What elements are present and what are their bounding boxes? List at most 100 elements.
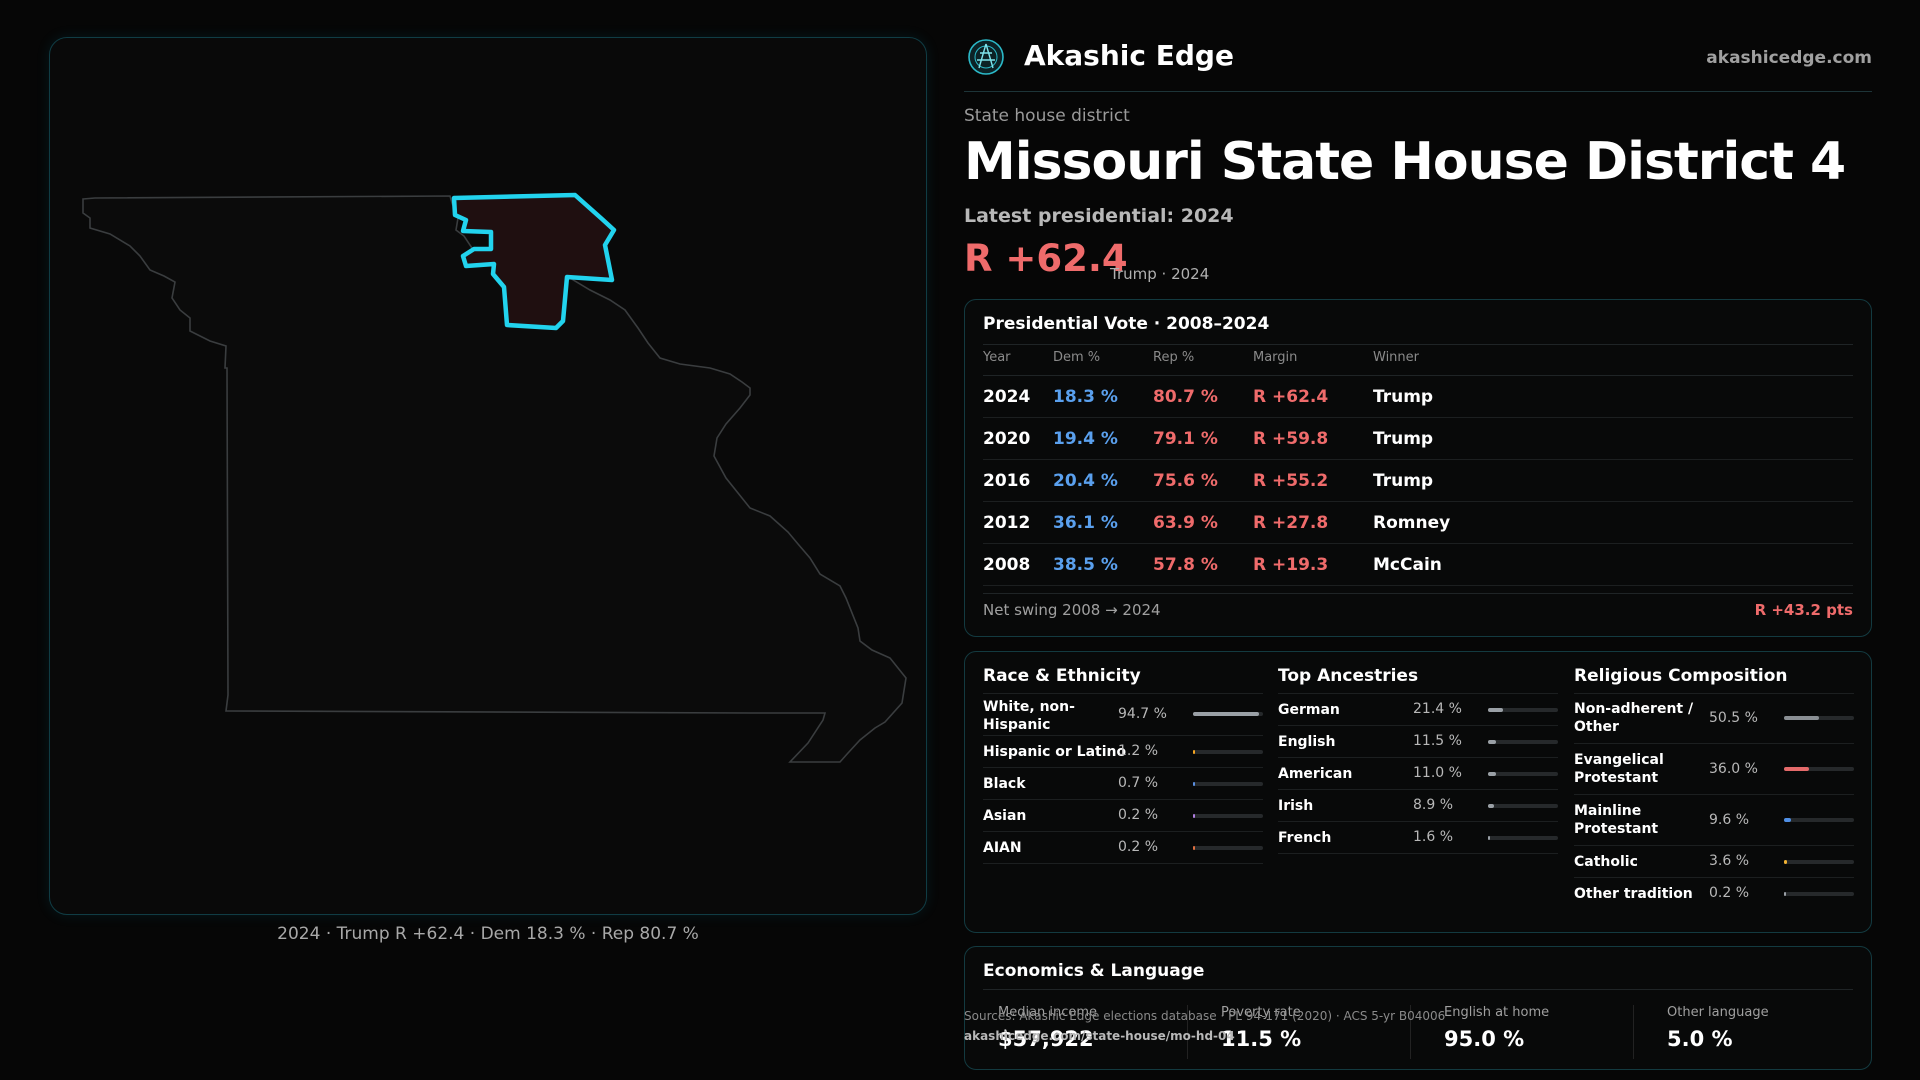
item-label: Irish xyxy=(1278,798,1314,814)
row-margin: R +19.3 xyxy=(1253,555,1329,575)
race-column: Race & Ethnicity White, non-Hispanic 94.… xyxy=(983,666,1263,864)
list-item[interactable]: American 11.0 % xyxy=(1278,758,1558,790)
row-margin: R +27.8 xyxy=(1253,513,1329,533)
divider xyxy=(983,593,1853,594)
ancestry-column: Top Ancestries German 21.4 % English 11.… xyxy=(1278,666,1558,854)
item-bar xyxy=(1784,860,1854,864)
list-item[interactable]: Hispanic or Latino 1.2 % xyxy=(983,736,1263,768)
race-title: Race & Ethnicity xyxy=(983,666,1263,694)
item-label: White, non-Hispanic xyxy=(983,699,1075,733)
latest-margin: R +62.4 xyxy=(964,237,1128,280)
map-caption: 2024 · Trump R +62.4 · Dem 18.3 % · Rep … xyxy=(277,924,699,944)
item-label: American xyxy=(1278,766,1353,782)
col-header-winner: Winner xyxy=(1373,350,1420,365)
stat-value: 5.0 % xyxy=(1667,1027,1733,1051)
site-link[interactable]: akashicedge.com xyxy=(1706,48,1872,68)
list-item[interactable]: White, non-Hispanic 94.7 % xyxy=(983,694,1263,736)
demographics-card: Race & Ethnicity White, non-Hispanic 94.… xyxy=(964,651,1872,933)
row-year: 2024 xyxy=(983,387,1031,407)
table-row[interactable]: 2024 18.3 % 80.7 % R +62.4 Trump xyxy=(983,376,1853,418)
row-winner: Trump xyxy=(1373,471,1434,491)
divider xyxy=(983,344,1853,345)
item-bar xyxy=(1784,716,1854,720)
list-item[interactable]: Non-adherent / Other 50.5 % xyxy=(1574,694,1854,744)
item-label: Asian xyxy=(983,808,1027,824)
col-header-dem: Dem % xyxy=(1053,350,1101,365)
akashic-edge-logo-icon[interactable] xyxy=(967,38,1005,76)
list-item[interactable]: Irish 8.9 % xyxy=(1278,790,1558,822)
stat-value: 95.0 % xyxy=(1444,1027,1525,1051)
list-item[interactable]: Evangelical Protestant 36.0 % xyxy=(1574,744,1854,795)
presidential-card-title: Presidential Vote · 2008–2024 xyxy=(983,314,1270,334)
stat-label: Other language xyxy=(1667,1005,1769,1020)
stat-value: 11.5 % xyxy=(1221,1027,1302,1051)
row-winner: McCain xyxy=(1373,555,1442,575)
item-value: 1.6 % xyxy=(1413,829,1454,845)
item-bar xyxy=(1784,767,1854,771)
item-value: 1.2 % xyxy=(1118,743,1159,759)
item-bar xyxy=(1193,814,1263,818)
item-value: 0.2 % xyxy=(1118,839,1159,855)
item-value: 8.9 % xyxy=(1413,797,1454,813)
latest-margin-sub: Trump · 2024 xyxy=(1110,265,1210,283)
table-row[interactable]: 2008 38.5 % 57.8 % R +19.3 McCain xyxy=(983,544,1853,586)
stat-label: Poverty rate xyxy=(1221,1005,1301,1020)
religion-title: Religious Composition xyxy=(1574,666,1854,694)
divider xyxy=(983,375,1853,376)
table-row[interactable]: 2012 36.1 % 63.9 % R +27.8 Romney xyxy=(983,502,1853,544)
row-year: 2020 xyxy=(983,429,1031,449)
list-item[interactable]: French 1.6 % xyxy=(1278,822,1558,854)
page-title: Missouri State House District 4 xyxy=(964,132,1846,192)
list-item[interactable]: English 11.5 % xyxy=(1278,726,1558,758)
item-value: 36.0 % xyxy=(1709,761,1758,777)
item-value: 50.5 % xyxy=(1709,710,1758,726)
item-bar xyxy=(1193,782,1263,786)
header: Akashic Edge akashicedge.com xyxy=(964,36,1872,92)
table-row[interactable]: 2016 20.4 % 75.6 % R +55.2 Trump xyxy=(983,460,1853,502)
list-item[interactable]: AIAN 0.2 % xyxy=(983,832,1263,864)
source-footer: Sources: Akashic Edge elections database… xyxy=(964,1006,1445,1046)
row-rep: 79.1 % xyxy=(1153,429,1218,449)
row-winner: Trump xyxy=(1373,387,1434,407)
list-item[interactable]: Mainline Protestant 9.6 % xyxy=(1574,795,1854,846)
source-url-link[interactable]: akashicedge.com/state-house/mo-hd-04 xyxy=(964,1029,1235,1043)
row-dem: 18.3 % xyxy=(1053,387,1118,407)
item-label: Black xyxy=(983,776,1026,792)
item-value: 11.5 % xyxy=(1413,733,1462,749)
item-value: 3.6 % xyxy=(1709,853,1750,869)
list-item[interactable]: Black 0.7 % xyxy=(983,768,1263,800)
stat-value: $57,922 xyxy=(998,1027,1094,1051)
row-rep: 63.9 % xyxy=(1153,513,1218,533)
item-label: Non-adherent / Other xyxy=(1574,701,1694,735)
economics-title: Economics & Language xyxy=(983,961,1205,981)
item-bar xyxy=(1488,708,1558,712)
list-item[interactable]: Asian 0.2 % xyxy=(983,800,1263,832)
state-outline xyxy=(82,195,907,763)
net-swing-label: Net swing 2008 → 2024 xyxy=(983,601,1161,619)
item-bar xyxy=(1784,818,1854,822)
row-margin: R +55.2 xyxy=(1253,471,1329,491)
item-bar xyxy=(1488,740,1558,744)
col-header-year: Year xyxy=(983,350,1011,365)
row-dem: 36.1 % xyxy=(1053,513,1118,533)
item-value: 0.2 % xyxy=(1118,807,1159,823)
item-label: English xyxy=(1278,734,1336,750)
item-label: Evangelical Protestant xyxy=(1574,752,1664,786)
stat-other-language: Other language 5.0 % xyxy=(1652,1005,1857,1059)
district-map[interactable] xyxy=(50,38,928,916)
stat-english-at-home: English at home 95.0 % xyxy=(1429,1005,1634,1059)
list-item[interactable]: Other tradition 0.2 % xyxy=(1574,878,1854,910)
row-dem: 20.4 % xyxy=(1053,471,1118,491)
item-value: 94.7 % xyxy=(1118,706,1167,722)
presidential-vote-card: Presidential Vote · 2008–2024 Year Dem %… xyxy=(964,299,1872,637)
list-item[interactable]: Catholic 3.6 % xyxy=(1574,846,1854,878)
net-swing-value: R +43.2 pts xyxy=(1754,601,1853,619)
list-item[interactable]: German 21.4 % xyxy=(1278,694,1558,726)
map-panel[interactable] xyxy=(49,37,927,915)
row-rep: 80.7 % xyxy=(1153,387,1218,407)
stat-label: English at home xyxy=(1444,1005,1550,1020)
divider xyxy=(983,989,1853,990)
table-row[interactable]: 2020 19.4 % 79.1 % R +59.8 Trump xyxy=(983,418,1853,460)
brand-name[interactable]: Akashic Edge xyxy=(1024,39,1234,72)
district-highlight[interactable] xyxy=(451,192,617,331)
